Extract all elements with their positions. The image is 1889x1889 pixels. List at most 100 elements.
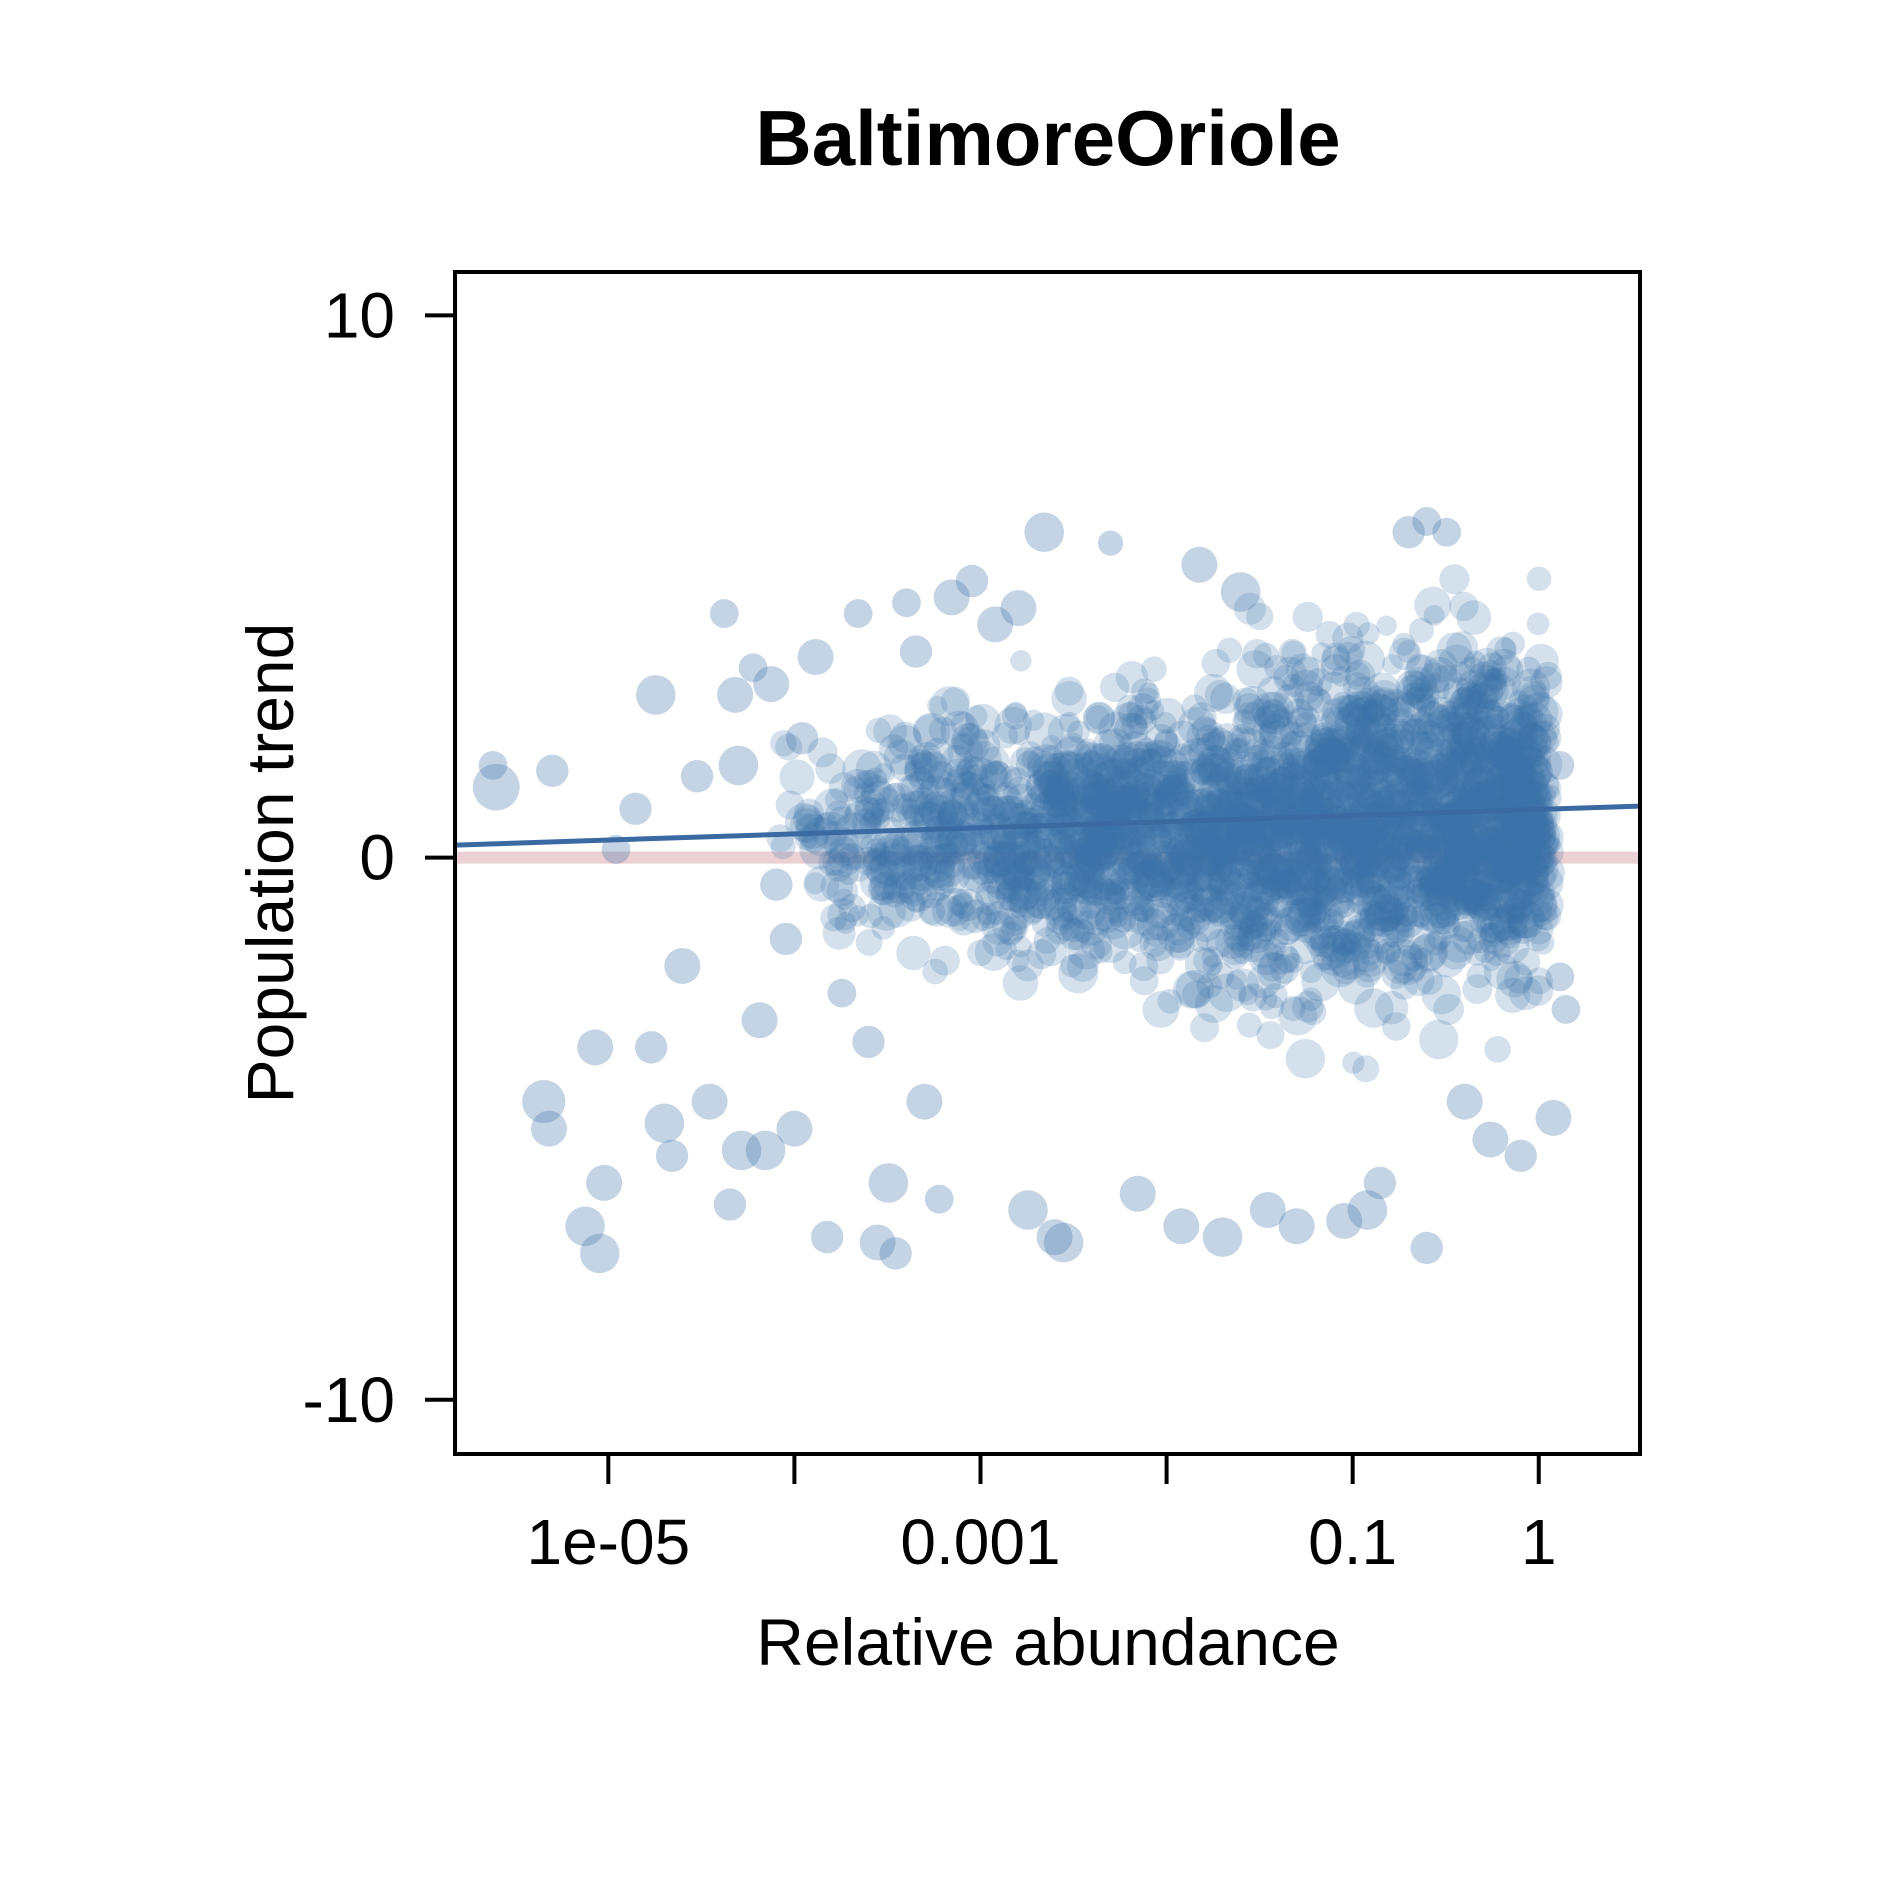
data-point	[1451, 919, 1488, 955]
data-point	[1085, 755, 1122, 792]
data-point	[1303, 782, 1325, 804]
data-point	[1403, 797, 1442, 836]
data-point	[1472, 673, 1509, 711]
data-point	[1514, 704, 1537, 727]
data-point	[1432, 852, 1464, 885]
data-point	[1316, 740, 1355, 780]
data-point	[1045, 771, 1081, 807]
data-points	[472, 507, 1581, 1274]
data-point	[1337, 814, 1367, 844]
data-point	[1083, 701, 1116, 734]
data-point	[1257, 951, 1288, 982]
data-point	[983, 861, 1023, 900]
data-point	[1325, 737, 1361, 773]
data-point	[927, 761, 957, 790]
data-point	[1197, 783, 1233, 820]
data-point	[1441, 812, 1465, 836]
data-point	[1116, 694, 1145, 723]
data-point	[1433, 993, 1465, 1025]
data-point	[1431, 810, 1455, 834]
data-point	[1358, 815, 1389, 846]
data-point	[1298, 824, 1327, 853]
data-point	[1173, 769, 1213, 808]
data-point	[870, 797, 896, 823]
data-point	[1063, 868, 1100, 904]
data-point	[1137, 803, 1158, 824]
data-point	[1504, 889, 1537, 921]
data-point	[877, 843, 917, 883]
data-point	[1294, 832, 1321, 859]
data-point	[1428, 665, 1463, 700]
data-point	[1477, 652, 1507, 682]
data-point	[1118, 748, 1158, 787]
data-point	[1415, 854, 1453, 892]
data-point	[655, 1139, 689, 1172]
data-point	[1141, 759, 1181, 799]
data-point	[1462, 823, 1501, 862]
data-point	[1222, 831, 1256, 865]
data-point	[1227, 819, 1255, 848]
data-point	[1426, 752, 1460, 786]
data-point	[1501, 815, 1530, 843]
data-point	[1011, 852, 1052, 892]
data-point	[991, 829, 1017, 855]
data-point	[1513, 785, 1536, 808]
data-point	[855, 929, 883, 956]
data-point	[1232, 687, 1260, 715]
data-point	[1464, 884, 1492, 912]
data-point	[961, 764, 989, 791]
data-point	[1037, 784, 1071, 818]
data-point	[1483, 852, 1523, 893]
data-point	[1001, 857, 1035, 891]
data-point	[928, 716, 957, 745]
data-point	[1007, 841, 1031, 864]
data-point	[1310, 924, 1344, 959]
data-point	[1219, 901, 1249, 931]
data-point	[1506, 857, 1535, 886]
data-point	[1127, 818, 1156, 847]
data-point	[1110, 785, 1143, 818]
data-point	[1331, 928, 1361, 957]
data-point	[898, 873, 938, 912]
data-point	[1435, 766, 1460, 791]
data-point	[1003, 767, 1032, 795]
data-point	[1433, 819, 1461, 847]
data-point	[1491, 847, 1531, 887]
data-point	[1389, 720, 1415, 746]
data-point	[1414, 701, 1450, 737]
data-point	[1485, 763, 1514, 792]
data-point	[1185, 855, 1221, 891]
data-point	[1449, 686, 1482, 720]
data-point	[1530, 900, 1552, 923]
data-point	[1131, 768, 1170, 807]
data-point	[1442, 886, 1473, 916]
y-axis: 100-10	[303, 279, 455, 1436]
data-point	[1345, 694, 1374, 722]
data-point	[1070, 824, 1105, 859]
data-point	[1260, 919, 1283, 941]
data-point	[1091, 760, 1121, 790]
data-point	[1478, 816, 1507, 845]
data-point	[1170, 900, 1198, 929]
data-point	[887, 855, 924, 891]
data-point	[760, 868, 793, 901]
data-point	[1101, 811, 1133, 843]
data-point	[1109, 781, 1140, 812]
data-point	[1036, 769, 1063, 797]
data-point	[1354, 687, 1383, 717]
data-point	[1472, 883, 1503, 913]
data-point	[1187, 702, 1217, 732]
data-point	[1018, 862, 1053, 896]
data-point	[801, 816, 842, 857]
data-point	[1043, 829, 1075, 861]
data-point	[1497, 848, 1526, 878]
data-point	[1058, 819, 1099, 860]
data-point	[1138, 854, 1164, 881]
data-point	[1507, 906, 1540, 939]
data-point	[1057, 769, 1083, 796]
data-point	[1402, 833, 1443, 873]
data-point	[1075, 846, 1104, 876]
data-point	[1001, 915, 1027, 942]
data-point	[1427, 926, 1452, 951]
